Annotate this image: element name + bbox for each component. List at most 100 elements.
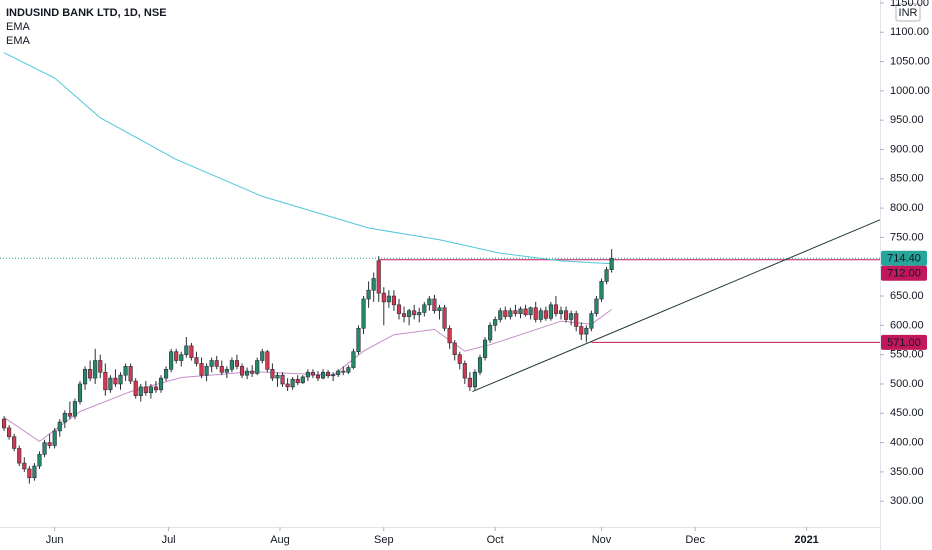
candle-body (361, 298, 366, 329)
candle-body (189, 345, 194, 358)
candle-body (270, 369, 275, 379)
candle-body (528, 307, 533, 316)
candle-body (128, 366, 133, 382)
x-tick-label: Nov (592, 534, 612, 546)
candle-body (346, 367, 351, 373)
candle-body (331, 374, 336, 377)
candle-body (123, 366, 128, 376)
plot (0, 52, 881, 484)
candle-body (548, 304, 553, 319)
x-tick-label: Oct (487, 534, 504, 546)
y-tick-label: 1150.00 (890, 0, 929, 9)
candle-body (72, 401, 78, 417)
candle-body (336, 370, 341, 375)
candle-body (462, 363, 467, 379)
candle-body (239, 366, 245, 376)
y-tick-label: 500.00 (890, 378, 924, 390)
candle-body (62, 412, 67, 423)
candle-body (417, 312, 422, 316)
candle-body (275, 374, 280, 379)
candle-body (98, 360, 103, 373)
candle-body (412, 310, 417, 316)
candle-body (518, 308, 523, 314)
candle-body (326, 371, 331, 377)
candle-body (452, 342, 457, 355)
candle-body (305, 371, 310, 378)
candle-body (589, 313, 594, 329)
candle-body (472, 371, 478, 388)
candle-body (442, 307, 447, 329)
candle-body (493, 319, 498, 326)
candle-body (488, 325, 493, 341)
candle-body (543, 310, 548, 319)
y-tick-label: 1100.00 (890, 26, 929, 38)
candle-body (22, 462, 27, 470)
candle-body (229, 360, 234, 370)
candle-body (341, 370, 346, 373)
candle-body (356, 327, 361, 353)
candle-body (174, 351, 179, 361)
candle-body (569, 313, 574, 320)
candle-body (1, 418, 7, 429)
candle-body (204, 366, 209, 376)
candle-body (579, 326, 584, 335)
candle-body (184, 345, 189, 355)
y-tick-label: 450.00 (890, 407, 924, 419)
candle-body (503, 310, 508, 317)
candle-body (432, 298, 437, 311)
price-tag (881, 265, 927, 281)
y-tick-label: 1050.00 (890, 55, 930, 67)
candle-body (371, 278, 376, 291)
candle-body (351, 351, 356, 368)
candle-body (164, 369, 169, 379)
candle-body (37, 454, 42, 467)
candle-body (290, 378, 295, 388)
trendline (472, 219, 881, 393)
y-tick-label: 800.00 (890, 202, 924, 214)
candle-body (143, 386, 148, 394)
candle-body (584, 327, 589, 335)
currency-badge[interactable] (895, 3, 921, 22)
candle-body (523, 308, 528, 316)
candle-body (67, 412, 72, 417)
candle-body (103, 371, 108, 391)
y-tick-label: 650.00 (890, 290, 924, 302)
candle-body (158, 377, 164, 391)
x-tick-label: Dec (685, 534, 705, 546)
currency-label[interactable]: INR (899, 7, 918, 19)
candle-body (300, 376, 305, 384)
candle-body (533, 307, 538, 320)
candle-body (391, 295, 396, 306)
candle-body (407, 310, 412, 317)
x-tick-label: Jul (162, 534, 176, 546)
candle-body (280, 374, 285, 385)
candle-body (260, 351, 265, 361)
candle-body (295, 378, 300, 384)
candle-body (437, 307, 442, 311)
candle-body (77, 383, 83, 402)
y-tick-label: 900.00 (890, 143, 924, 155)
y-tick-label: 550.00 (890, 349, 924, 361)
y-tick-label: 350.00 (890, 466, 924, 478)
candle-body (315, 374, 321, 379)
legend-entry: EMA (6, 21, 31, 33)
ema-line (3, 309, 612, 443)
chart-title: INDUSIND BANK LTD, 1D, NSE (6, 7, 167, 19)
candle-body (599, 281, 604, 300)
candle-body (376, 260, 381, 294)
candle-body (310, 371, 315, 376)
candle-body (422, 304, 427, 313)
candle-body (179, 354, 184, 361)
legend-entry: EMA (6, 35, 31, 47)
candle-body (609, 257, 614, 270)
candle-body (219, 366, 224, 373)
candle-body (498, 310, 503, 320)
candle-body (224, 369, 229, 373)
candle-body (42, 442, 47, 455)
candle-body (381, 292, 386, 303)
y-tick-label: 950.00 (890, 114, 924, 126)
candle-body (457, 354, 462, 364)
candle-body (199, 363, 204, 376)
price-tag-label: 571.00 (887, 337, 921, 349)
